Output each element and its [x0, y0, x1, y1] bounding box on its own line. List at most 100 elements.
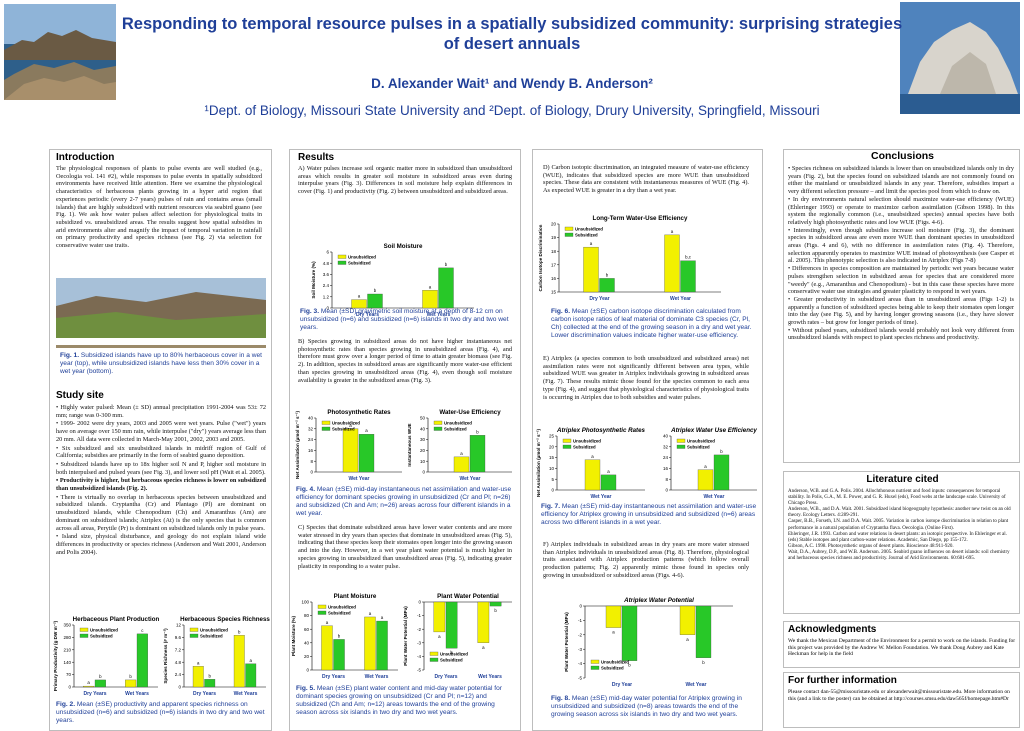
- data-label: b: [238, 629, 241, 634]
- y-tick-label: 0: [422, 470, 425, 475]
- fig3-caption: Fig. 3. Mean (±SD) gravimetric soil mois…: [300, 308, 512, 332]
- data-label: b,c: [685, 255, 692, 260]
- bar: [600, 474, 617, 491]
- y-tick-label: 3.6: [323, 272, 330, 277]
- y-tick-label: 20: [549, 444, 555, 449]
- study-bullet: • Productivity is higher, but herbaceous…: [56, 477, 266, 493]
- fig2-caption-text: Mean (±SE) productivity and apparent spe…: [56, 701, 265, 724]
- y-tick-label: 0: [665, 488, 668, 493]
- reference-item: Ehleringer, J.R. 1993. Carbon and water …: [788, 531, 1007, 543]
- bar: [583, 246, 599, 293]
- y-tick-label: -4: [578, 661, 582, 666]
- bar: [136, 633, 148, 688]
- bar: [469, 435, 486, 473]
- y-tick-label: 40: [304, 640, 310, 645]
- intro-heading: Introduction: [56, 152, 115, 163]
- y-tick-label: 50: [420, 416, 426, 421]
- y-tick-label: 40: [420, 426, 426, 431]
- affiliations: ¹Dept. of Biology, Missouri State Univer…: [204, 103, 820, 118]
- y-tick-label: 32: [663, 444, 669, 449]
- x-tick-label: Dry Years: [356, 312, 379, 318]
- y-axis-label: Plant Moisture (%): [291, 615, 296, 656]
- x-tick-label: Wet Year: [349, 476, 370, 482]
- bar: [680, 260, 696, 293]
- legend-label: Subsidized: [601, 666, 624, 671]
- y-tick-label: 7.2: [175, 647, 182, 652]
- info-text[interactable]: Please contact dan-55@missouristate.edu …: [788, 689, 1010, 702]
- literature-box: Literature cited Anderson, W.B. and G.A.…: [783, 471, 1020, 614]
- fig6-caption: Fig. 6. Mean (±SE) carbon isotope discri…: [551, 308, 757, 340]
- fig1-caption-text: Subsidized islands have up to 80% herbac…: [60, 352, 262, 375]
- fig1-label: Fig. 1.: [60, 352, 80, 359]
- legend-swatch: [433, 426, 443, 431]
- reference-item: Casper, B.B., Forseth, I.N. and D.A. Wai…: [788, 519, 1009, 531]
- x-tick-label: Wet Years: [478, 674, 502, 680]
- bar: [358, 434, 375, 473]
- legend-swatch: [433, 420, 443, 425]
- fig8-chart: Atriplex Water Potential Plant Water Pote…: [564, 597, 733, 688]
- y-tick-label: 25: [549, 434, 555, 439]
- y-tick-label: 24: [663, 455, 669, 460]
- y-tick-label: 6: [326, 250, 329, 255]
- bar: [204, 679, 216, 688]
- x-tick-label: Dry Years: [84, 691, 107, 697]
- y-tick-label: 0: [579, 604, 582, 609]
- data-label: b: [476, 429, 479, 434]
- legend-swatch: [321, 420, 331, 425]
- chart-title: Herbaceous Species Richness: [180, 616, 270, 623]
- bar: [477, 601, 490, 643]
- ack-heading: Acknowledgments: [788, 624, 877, 635]
- y-tick-label: -1: [578, 618, 582, 623]
- data-label: a: [349, 423, 352, 428]
- legend-label: Subsidized: [200, 634, 223, 639]
- chart-title: Photosynthetic Rates: [327, 409, 391, 416]
- conclusion-bullet: • Differences in species composition are…: [788, 265, 1014, 296]
- x-tick-label: Wet Years: [365, 674, 389, 680]
- acknowledgments-box: Acknowledgments We thank the Mexican Dep…: [783, 621, 1020, 668]
- fig4a-chart: Photosynthetic Rates Net Assimilation (µm…: [295, 409, 402, 482]
- x-tick-label: Wet Year: [670, 296, 691, 302]
- y-tick-label: 10: [549, 466, 555, 471]
- fig7-label: Fig. 7.: [541, 503, 561, 510]
- data-label: a: [671, 229, 674, 234]
- y-tick-label: 15: [551, 290, 557, 295]
- title-line-2: of desert annuals: [443, 35, 581, 53]
- x-tick-label: Dry Year: [612, 682, 632, 688]
- chart-title: Water-Use Efficiency: [439, 409, 501, 416]
- fig5-caption: Fig. 5. Mean (±SE) plant water content a…: [296, 685, 514, 717]
- y-tick-label: 8: [310, 459, 313, 464]
- bar: [664, 234, 680, 293]
- y-tick-label: 10: [420, 459, 426, 464]
- data-label: b: [720, 449, 723, 454]
- fig7-caption: Fig. 7. Mean (±SE) mid-day instantaneous…: [541, 503, 759, 527]
- fig7-caption-text: Mean (±SE) mid-day instantaneous net ass…: [541, 503, 757, 526]
- legend-swatch: [337, 254, 347, 259]
- y-tick-label: 40: [663, 434, 669, 439]
- y-tick-label: 350: [63, 623, 71, 628]
- legend-label: Unsubsidized: [90, 628, 118, 633]
- data-label: b: [374, 288, 377, 293]
- y-tick-label: 210: [63, 647, 71, 652]
- legend-swatch: [590, 665, 600, 670]
- bar: [342, 428, 359, 473]
- y-tick-label: 8: [665, 477, 668, 482]
- study-bullet: • Highly water pulsed: Mean (± SD) annua…: [56, 404, 266, 419]
- data-label: a: [369, 611, 372, 616]
- y-tick-label: 32: [308, 426, 314, 431]
- y-tick-label: 2.4: [175, 672, 182, 677]
- literature-list: Anderson, W.B. and G.A. Polis. 2004. All…: [788, 489, 1016, 562]
- data-label: b: [99, 674, 102, 679]
- bar: [433, 601, 446, 633]
- y-tick-label: 140: [63, 660, 71, 665]
- data-label: a: [590, 241, 593, 246]
- conclusion-bullet: • In dry environments natural selection …: [788, 195, 1014, 226]
- legend-label: Subsidized: [328, 611, 351, 616]
- column-results: Results A) Water pulses increase soil or…: [289, 149, 521, 731]
- y-tick-label: 0: [178, 685, 181, 690]
- legend-label: Unsubsidized: [687, 439, 715, 444]
- study-heading: Study site: [56, 390, 104, 401]
- bar: [695, 605, 712, 658]
- data-label: a: [429, 284, 432, 289]
- reference-item: Wait, D.A., Aubrey, D.P., and W.B. Ander…: [788, 549, 1010, 562]
